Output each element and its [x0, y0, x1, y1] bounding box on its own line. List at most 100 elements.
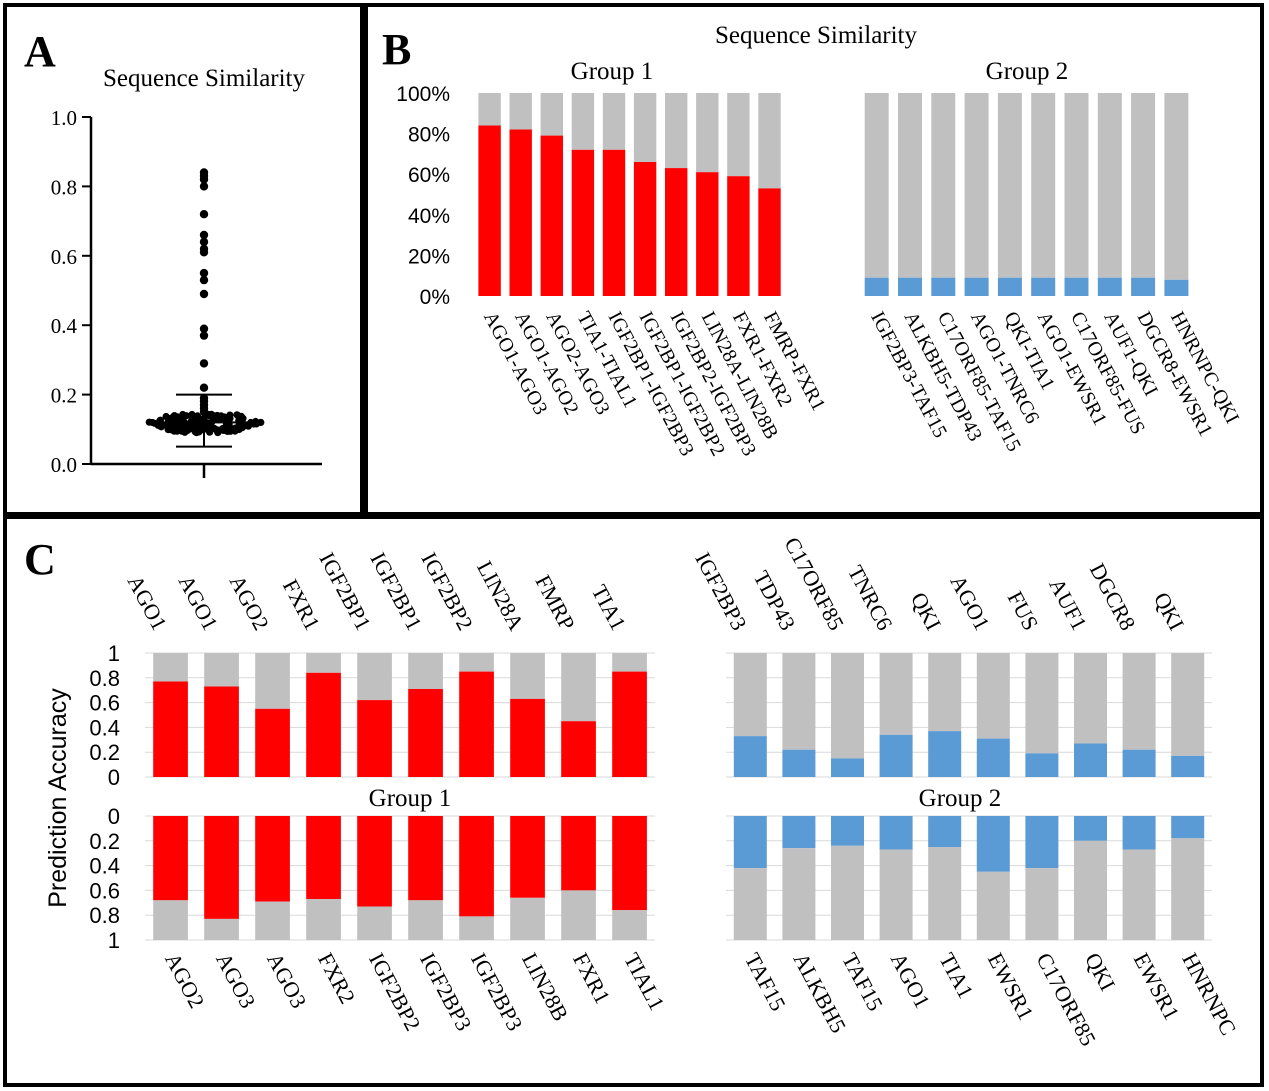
- c-group2-bottom-bar: [879, 816, 913, 850]
- b-group1-bar: [509, 129, 532, 296]
- c-group1-bottom-bar: [459, 816, 494, 917]
- c-group2-bottom-remainder-bar: [1025, 868, 1059, 940]
- panel-b-plot: 0%20%40%60%80%100%AGO1-AGO3AGO1-AGO2AGO2…: [396, 83, 1243, 460]
- b-group1-bar: [540, 135, 563, 296]
- c-group1-bottom-bar: [510, 816, 545, 898]
- a-outlier-point: [199, 289, 209, 299]
- a-outlier-point: [199, 210, 209, 219]
- panel-b-group2-label: Group 2: [986, 58, 1069, 85]
- a-outlier-point: [199, 383, 209, 392]
- c-group1-top-bar: [612, 671, 647, 777]
- c-group1-top-category-label: FXR1: [278, 575, 325, 634]
- b-group2-remainder-bar: [898, 93, 922, 278]
- c-group1-bottom-remainder-bar: [510, 897, 545, 940]
- b-group1-remainder-bar: [540, 93, 563, 136]
- c-group2-bottom-bar: [928, 816, 962, 847]
- c-group2-bottom-category-label: TIA1: [934, 949, 978, 1003]
- c-group2-bottom-category-label: QKI: [1080, 949, 1120, 995]
- c-group1-top-bar: [204, 686, 239, 777]
- a-cluster-point: [239, 414, 247, 422]
- c-group1-top-category-label: AGO1: [174, 571, 224, 635]
- c-group1-bottom-bar: [357, 816, 392, 907]
- b-group2-bar: [1031, 277, 1056, 296]
- b-group2-bar: [931, 277, 956, 296]
- c-bottom-y-tick-label: 0.6: [89, 878, 120, 903]
- c-group2-bottom-bar: [1122, 816, 1156, 850]
- c-group2-bottom-remainder-bar: [831, 845, 864, 940]
- b-group2-bar: [964, 277, 989, 296]
- c-group2-bottom-bar: [733, 816, 767, 869]
- c-group2-top-category-label: AUF1: [1044, 574, 1092, 634]
- a-cluster-point: [207, 423, 215, 432]
- panel-a-frame: [3, 3, 364, 516]
- a-cluster-point: [170, 412, 178, 420]
- c-group2-bottom-category-label: EWSR1: [983, 949, 1039, 1024]
- panel-c-group2-label: Group 2: [919, 785, 1002, 812]
- a-outlier-point: [199, 359, 209, 368]
- c-group2-bottom-bar: [831, 816, 864, 846]
- a-outlier-point: [199, 275, 209, 285]
- c-group2-top-remainder-bar: [928, 653, 962, 732]
- b-group2-bar: [1097, 277, 1122, 296]
- c-group2-bottom-remainder-bar: [1074, 840, 1107, 940]
- b-group2-bar: [997, 277, 1022, 296]
- c-group1-top-bar: [153, 681, 188, 777]
- c-group2-bottom-bar: [782, 816, 816, 849]
- b-group1-remainder-bar: [602, 93, 626, 150]
- a-cluster-point: [162, 412, 170, 421]
- c-group1-top-bar: [408, 689, 443, 777]
- c-group2-top-bar: [1171, 755, 1205, 777]
- a-cluster-point: [182, 412, 190, 420]
- panel-c-y-axis-label: Prediction Accuracy: [44, 688, 72, 908]
- c-bottom-y-tick-label: 0.4: [89, 854, 120, 879]
- c-group1-bottom-bar: [306, 816, 341, 900]
- b-group2-bar: [1164, 279, 1189, 296]
- panel-b-frame: [364, 3, 1264, 516]
- c-bottom-y-tick-label: 1: [108, 928, 120, 953]
- c-group1-bottom-category-label: AGO2: [160, 949, 210, 1013]
- a-cluster-point: [188, 412, 196, 420]
- a-outlier-point: [199, 175, 209, 184]
- panel-c-frame: [3, 515, 1264, 1087]
- c-group1-bottom-remainder-bar: [459, 916, 494, 940]
- c-group1-top-category-label: AGO1: [123, 571, 173, 635]
- panel-b-group1-label: Group 1: [571, 58, 654, 85]
- b-group1-bar: [571, 149, 595, 296]
- c-group1-bottom-remainder-bar: [408, 900, 443, 940]
- a-outlier-point: [199, 237, 209, 247]
- panel-c-group1-label: Group 1: [369, 785, 452, 812]
- b-y-tick-label: 100%: [396, 83, 450, 106]
- b-group2-bar: [864, 277, 889, 296]
- c-bottom-y-tick-label: 0.8: [89, 903, 120, 928]
- c-group1-top-remainder-bar: [510, 653, 545, 699]
- c-group2-top-category-label: DGCR8: [1085, 559, 1141, 634]
- c-group2-top-remainder-bar: [1074, 653, 1107, 744]
- c-group2-bottom-category-label: EWSR1: [1129, 949, 1185, 1024]
- c-group1-bottom-remainder-bar: [561, 890, 596, 940]
- b-y-tick-label: 0%: [420, 286, 450, 309]
- panel-label-b: B: [382, 25, 411, 74]
- a-outlier-point: [199, 324, 209, 333]
- c-group2-top-bar: [879, 734, 913, 777]
- c-group2-bottom-remainder-bar: [1122, 849, 1156, 940]
- c-group1-bottom-remainder-bar: [255, 901, 290, 940]
- b-group2-bar: [1131, 277, 1156, 296]
- c-group1-top-bar: [459, 671, 494, 777]
- c-group1-top-remainder-bar: [357, 653, 392, 701]
- c-group1-top-remainder-bar: [459, 653, 494, 672]
- b-group2-bar: [1064, 277, 1089, 296]
- panel-b-title: Sequence Similarity: [715, 22, 918, 49]
- b-y-tick-label: 20%: [408, 245, 450, 268]
- c-group1-bottom-remainder-bar: [153, 900, 188, 940]
- c-group1-top-category-label: TIA1: [587, 581, 631, 635]
- panel-a-plot: 0.0 0.2 0.4 0.6 0.8 1.0: [51, 106, 322, 478]
- c-group2-top-bar: [976, 738, 1010, 777]
- c-group1-bottom-category-label: FXR2: [313, 949, 360, 1008]
- b-group1-remainder-bar: [727, 93, 750, 177]
- c-top-y-tick-label: 0.8: [89, 666, 120, 691]
- c-group2-top-category-label: TDP43: [749, 566, 801, 634]
- a-outlier-point: [199, 407, 209, 417]
- b-group1-bar: [696, 172, 719, 296]
- c-group2-bottom-category-label: TAF15: [740, 949, 791, 1015]
- c-group1-bottom-category-label: AGO3: [211, 949, 261, 1013]
